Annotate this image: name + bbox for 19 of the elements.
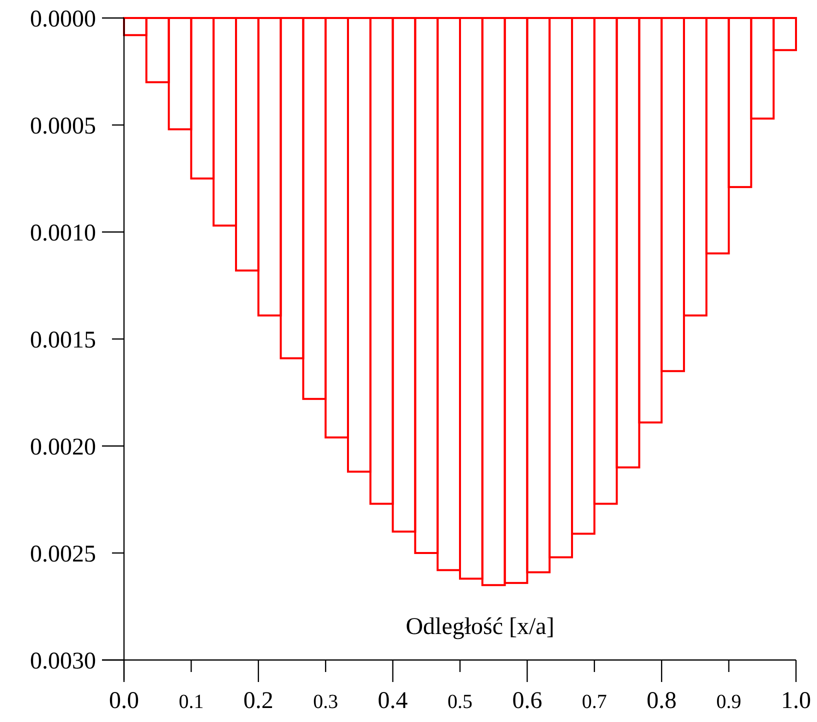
y-tick-label: 0.0000 (30, 6, 96, 32)
y-tick-label: 0.0020 (30, 434, 96, 460)
y-tick-label: 0.0015 (30, 327, 96, 354)
y-tick-label: 0.0005 (30, 113, 96, 140)
x-tick-label: 0.1 (178, 691, 204, 713)
x-tick-label: 0.9 (716, 691, 742, 713)
x-tick-label: 1.0 (781, 688, 811, 714)
y-tick-label: 0.0030 (30, 648, 96, 674)
y-tick-label: 0.0025 (30, 541, 96, 568)
x-tick-label: 0.8 (646, 688, 677, 714)
x-tick-label: 0.3 (313, 691, 338, 713)
x-tick-label: 0.0 (109, 688, 139, 714)
x-tick-label: 0.2 (243, 688, 274, 714)
x-axis-title: Odległość [x/a] (406, 614, 554, 640)
x-tick-label: 0.7 (582, 691, 607, 713)
x-tick-label: 0.6 (512, 688, 542, 714)
y-tick-label: 0.0010 (30, 220, 96, 246)
x-tick-label: 0.4 (378, 688, 408, 714)
x-tick-label: 0.5 (448, 691, 472, 713)
